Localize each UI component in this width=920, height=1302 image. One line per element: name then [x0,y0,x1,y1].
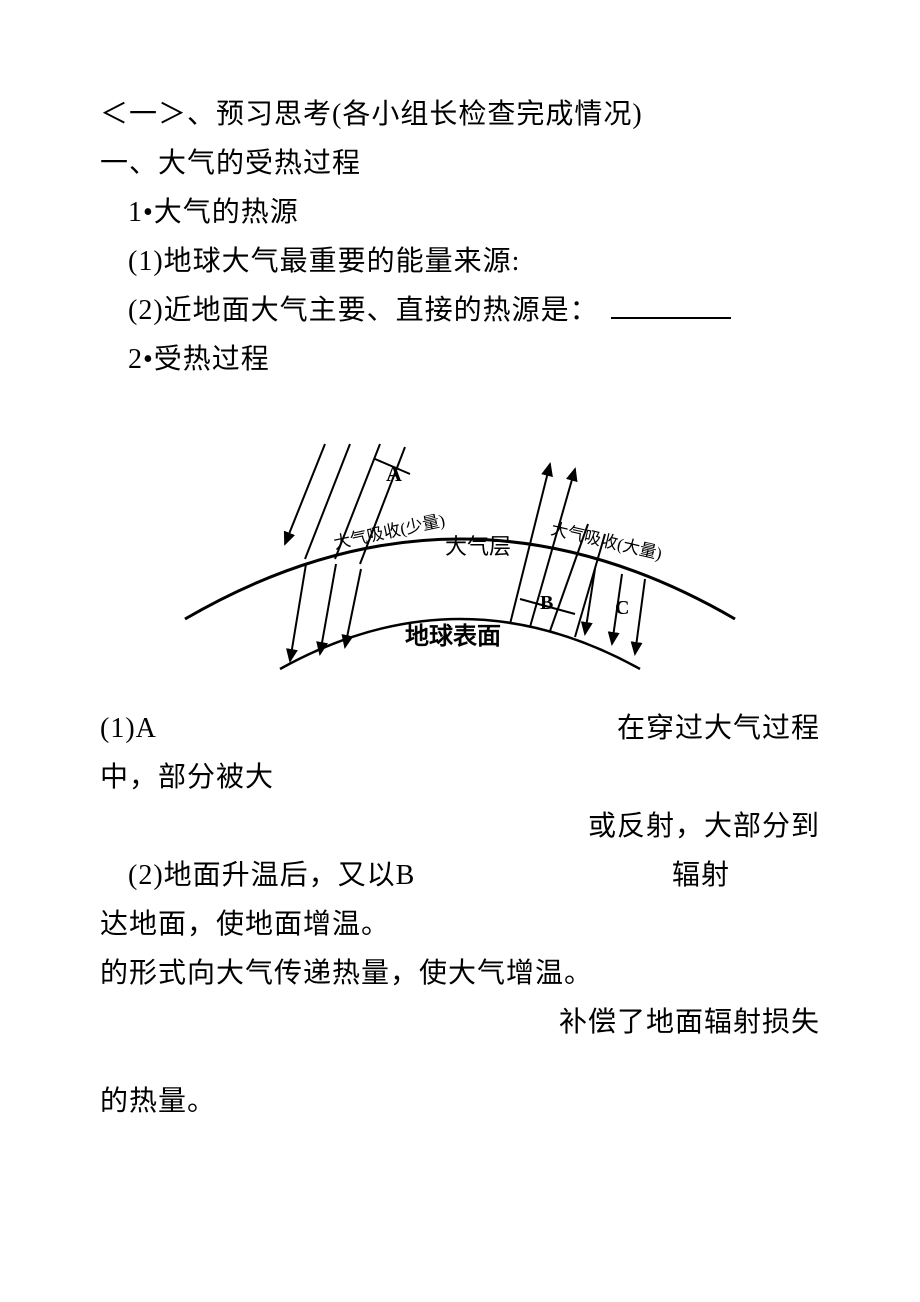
answer-2c: 的形式向大气传递热量，使大气增温。 [100,949,820,998]
label-c: C [615,597,629,619]
answer-1-left: (1)A [100,704,157,753]
section-heading-preview: ＜一＞、预习思考(各小组长检查完成情况) [100,90,820,139]
absorb-large-text: 大气吸收(大量) [549,519,664,563]
question-2-text: (2)近地面大气主要、直接的热源是： [128,295,599,326]
question-1: (1)地球大气最重要的能量来源: [100,237,820,286]
answer-3-row: 补偿了地面辐射损失 [100,998,820,1047]
solar-ray-1 [285,444,325,544]
answer-1b-left: 中，部分被大 [100,753,820,802]
blank-fill-line[interactable] [611,291,731,319]
question-2: (2)近地面大气主要、直接的热源是： [100,286,820,335]
label-b: B [540,592,553,614]
section-1-title: 一、大气的受热过程 [100,139,820,188]
answer-1-right: 在穿过大气过程 [617,704,820,753]
answer-3b: 的热量。 [100,1077,820,1126]
atmosphere-layer-text: 大气层 [445,534,511,559]
answer-2-row: (2)地面升温后，又以B 辐射 [100,851,820,900]
answer-3-right: 补偿了地面辐射损失 [559,998,820,1047]
answer-1-row: (1)A 在穿过大气过程 [100,704,820,753]
point-1-heat-source: 1•大气的热源 [100,188,820,237]
answer-2-right: 辐射 [672,851,820,900]
absorb-small-text: 大气吸收(少量) [332,511,447,553]
answer-1b-right: 或反射，大部分到 [588,802,820,851]
solar-ray-ground-1 [290,564,306,661]
earth-surface-text: 地球表面 [405,623,501,650]
answer-2-left: (2)地面升温后，又以B [100,851,415,900]
answer-1b-row: 或反射，大部分到 [100,802,820,851]
point-2-heating-process: 2•受热过程 [100,335,820,384]
back-radiation-3 [635,579,645,654]
answer-2b: 达地面，使地面增温。 [100,900,820,949]
solar-ray-ground-2 [320,564,336,654]
back-radiation-1 [585,569,595,634]
atmosphere-heating-diagram: A 大气吸收(少量) 大气层 地球表面 B 大气吸收(大量) C [180,429,740,694]
